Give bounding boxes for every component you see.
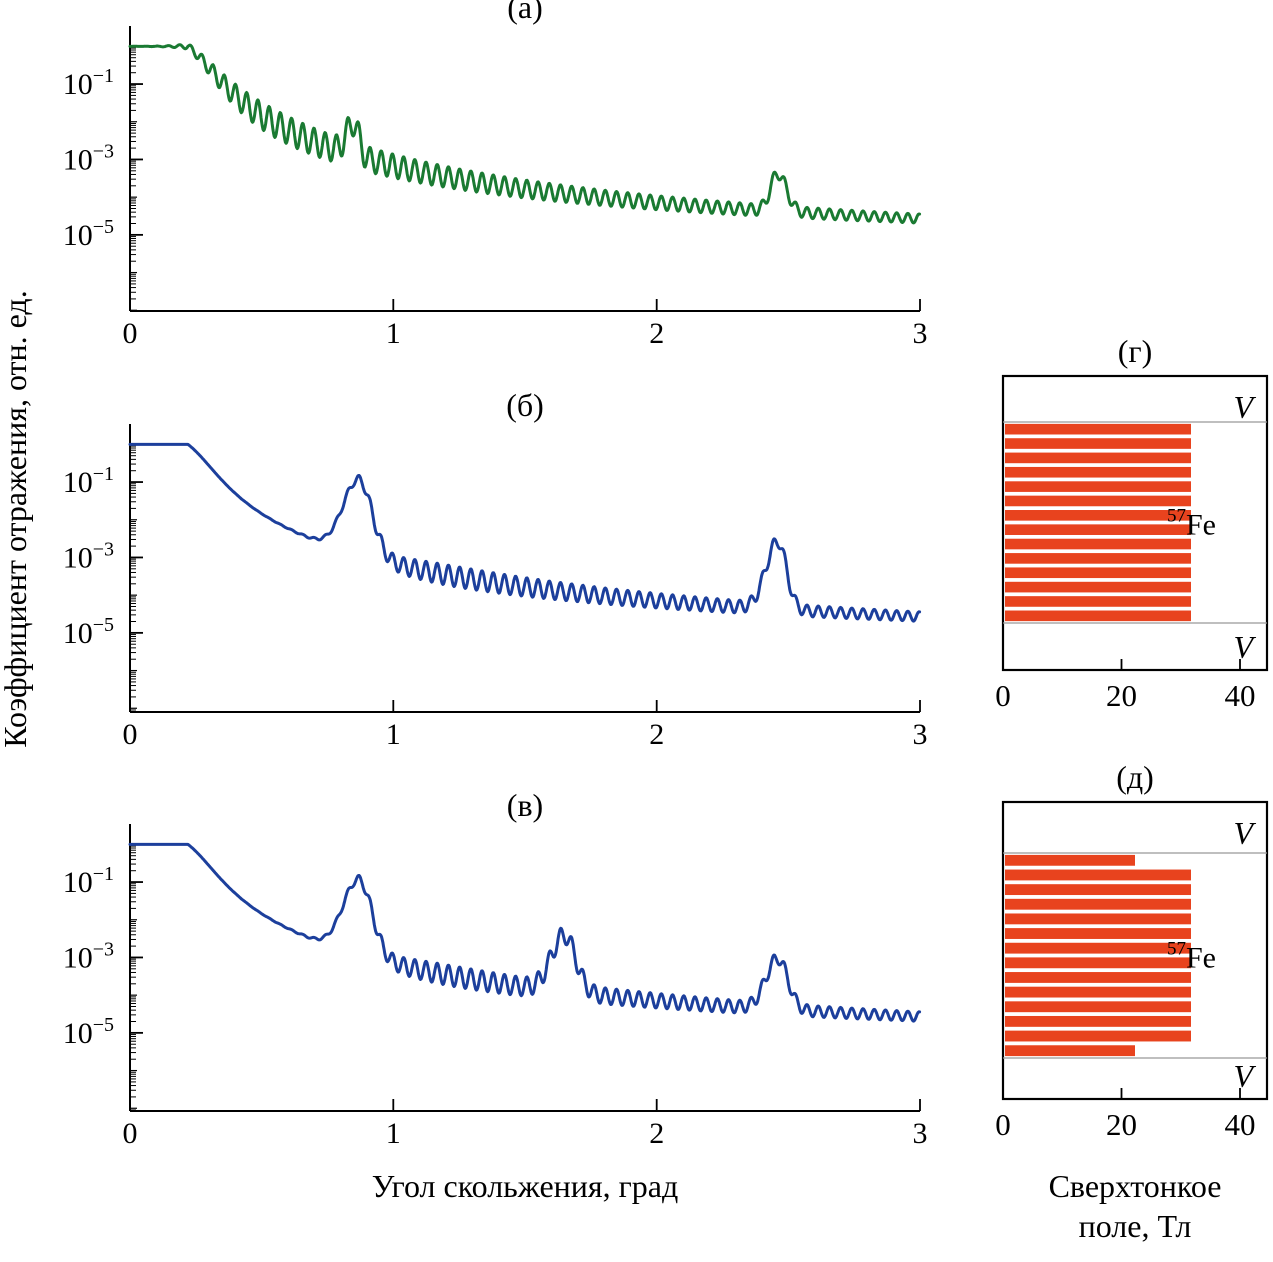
svg-text:(г): (г)	[1118, 333, 1152, 369]
svg-text:2: 2	[649, 718, 664, 751]
svg-text:40: 40	[1225, 678, 1256, 713]
svg-text:3: 3	[913, 718, 928, 751]
svg-text:Коэффициент отражения, отн. ед: Коэффициент отражения, отн. ед.	[0, 290, 33, 747]
svg-text:2: 2	[649, 317, 664, 350]
svg-text:1: 1	[386, 718, 401, 751]
svg-text:40: 40	[1225, 1107, 1256, 1142]
svg-text:(a): (a)	[507, 0, 543, 25]
svg-text:(в): (в)	[507, 787, 543, 823]
svg-text:2: 2	[649, 1117, 664, 1150]
svg-text:(б): (б)	[506, 387, 544, 423]
svg-text:20: 20	[1106, 1107, 1137, 1142]
svg-text:1: 1	[386, 1117, 401, 1150]
svg-text:0: 0	[995, 678, 1011, 713]
svg-text:3: 3	[913, 1117, 928, 1150]
svg-text:0: 0	[123, 317, 138, 350]
svg-text:Сверхтонкое: Сверхтонкое	[1049, 1168, 1222, 1204]
svg-text:0: 0	[995, 1107, 1011, 1142]
svg-text:1: 1	[386, 317, 401, 350]
svg-text:поле, Тл: поле, Тл	[1079, 1208, 1192, 1244]
svg-text:20: 20	[1106, 678, 1137, 713]
svg-text:0: 0	[123, 718, 138, 751]
svg-text:0: 0	[123, 1117, 138, 1150]
svg-text:(д): (д)	[1116, 759, 1154, 795]
svg-text:3: 3	[913, 317, 928, 350]
svg-text:Угол скольжения, град: Угол скольжения, град	[372, 1168, 678, 1204]
